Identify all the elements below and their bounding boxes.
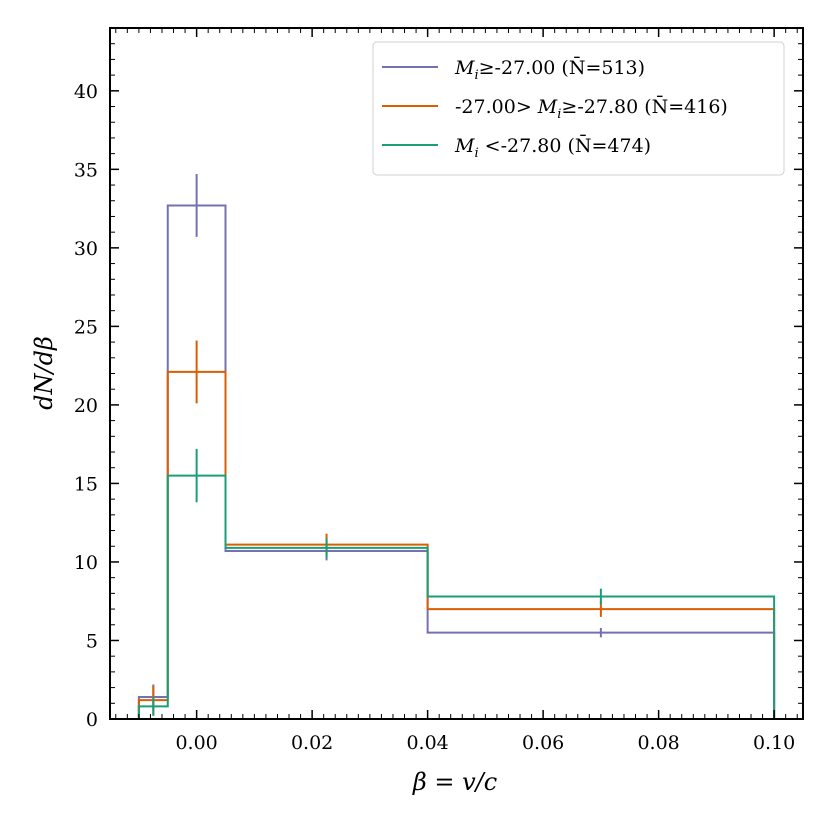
y-tick-label: 5 [86,630,98,652]
x-axis: 0.00 0.02 0.04 0.06 0.08 0.10 [115,28,798,754]
x-tick-label: 0.00 [175,732,217,754]
x-tick-label: 0.10 [753,732,795,754]
legend-box [372,41,785,176]
legend-entry: Mi≥-27.00 (N̄=513) [454,56,645,83]
legend-entry: Mi <-27.80 (N̄=474) [454,134,651,161]
y-tick-label: 35 [74,159,98,181]
y-axis: 0 5 10 15 20 25 30 35 40 [74,43,803,731]
legend: Mi≥-27.00 (N̄=513) -27.00> Mi≥-27.80 (N̄=… [372,41,785,176]
y-tick-label: 10 [74,552,98,574]
y-axis-label: dN/dβ [30,336,58,410]
y-tick-label: 25 [74,316,98,338]
x-axis-label: β = v/c [412,768,497,796]
series-layer [137,174,776,719]
y-tick-label: 20 [74,395,98,417]
x-tick-label: 0.06 [522,732,564,754]
y-tick-label: 30 [74,238,98,260]
y-tick-label: 15 [74,473,98,495]
y-tick-label: 0 [86,709,98,731]
x-tick-label: 0.02 [291,732,333,754]
y-tick-label: 40 [74,81,98,103]
x-tick-label: 0.08 [637,732,679,754]
x-tick-label: 0.04 [406,732,448,754]
legend-entry: -27.00> Mi≥-27.80 (N̄=416) [455,95,728,122]
